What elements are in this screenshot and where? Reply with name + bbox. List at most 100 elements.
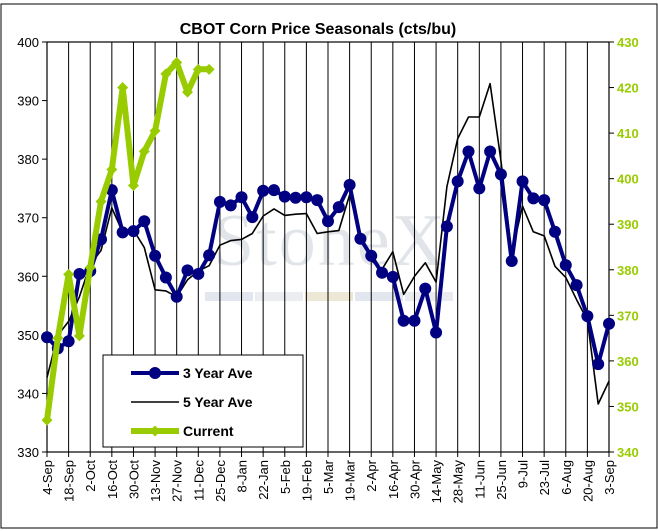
plot-area: StoneX3303403503603703803904003403503603… — [17, 35, 638, 503]
x-tick-label: 11-Jun — [472, 460, 487, 499]
watermark-band — [255, 292, 303, 301]
x-tick-label: 11-Dec — [191, 460, 206, 501]
series-point-current — [160, 68, 172, 80]
series-point-current — [182, 86, 193, 98]
series-point-current — [138, 145, 150, 157]
y2-tick-label: 400 — [617, 172, 639, 187]
series-point-3-year-ave — [311, 194, 324, 207]
x-tick-label: 8-Jan — [235, 460, 250, 493]
series-point-3-year-ave — [538, 194, 551, 207]
y2-tick-label: 390 — [617, 217, 639, 232]
y-tick-label: 380 — [17, 152, 39, 167]
series-point-3-year-ave — [473, 182, 486, 195]
y2-tick-label: 420 — [617, 81, 639, 96]
series-point-3-year-ave — [267, 184, 280, 197]
chart-outer-border — [0, 3, 658, 529]
y-tick-label: 330 — [17, 445, 39, 460]
series-point-3-year-ave — [386, 270, 399, 283]
y2-tick-label: 410 — [617, 126, 639, 141]
series-point-3-year-ave — [603, 317, 615, 330]
series-point-current — [127, 180, 139, 191]
y-tick-label: 370 — [17, 211, 39, 226]
y2-tick-label: 350 — [617, 399, 639, 414]
series-point-3-year-ave — [505, 255, 518, 268]
series-point-current — [203, 63, 215, 75]
series-point-current — [41, 414, 53, 426]
legend-swatch-marker-current — [149, 425, 161, 437]
legend-label-current: Current — [183, 423, 234, 439]
x-tick-label: 28-May — [451, 460, 466, 504]
series-point-current — [95, 195, 107, 207]
x-tick-label: 9-Jul — [516, 460, 531, 488]
watermark-band — [355, 292, 403, 301]
series-point-3-year-ave — [213, 195, 226, 208]
x-tick-label: 5-Mar — [321, 459, 336, 494]
series-point-3-year-ave — [159, 271, 172, 284]
x-tick-label: 25-Dec — [213, 460, 228, 502]
series-point-3-year-ave — [138, 215, 151, 228]
x-tick-label: 22-Jan — [256, 460, 271, 500]
series-point-3-year-ave — [149, 249, 162, 262]
series-point-3-year-ave — [559, 259, 572, 272]
y2-tick-label: 360 — [617, 354, 639, 369]
x-tick-label: 19-Mar — [343, 459, 358, 501]
series-point-3-year-ave — [494, 168, 507, 181]
series-point-3-year-ave — [527, 192, 540, 205]
x-tick-label: 3-Sep — [602, 460, 617, 495]
x-tick-label: 2-Oct — [83, 460, 98, 492]
series-point-3-year-ave — [289, 191, 302, 204]
series-point-3-year-ave — [116, 226, 129, 239]
series-point-3-year-ave — [592, 358, 605, 371]
x-tick-label: 16-Apr — [386, 459, 401, 499]
x-tick-label: 2-Apr — [364, 459, 379, 491]
series-point-current — [117, 82, 129, 94]
series-point-3-year-ave — [246, 211, 259, 224]
x-tick-label: 25-Jun — [494, 460, 509, 500]
y-tick-label: 400 — [17, 35, 39, 50]
series-point-3-year-ave — [62, 335, 75, 348]
series-point-current — [63, 268, 75, 280]
series-point-3-year-ave — [397, 314, 410, 327]
legend-label-3-year-ave: 3 Year Ave — [183, 365, 253, 381]
series-point-3-year-ave — [430, 326, 443, 339]
series-point-3-year-ave — [581, 310, 594, 323]
y-tick-label: 340 — [17, 386, 39, 401]
series-point-3-year-ave — [278, 190, 291, 203]
legend-swatch-marker-3-year-ave — [149, 367, 161, 379]
series-point-3-year-ave — [203, 249, 216, 262]
x-tick-label: 14-May — [429, 460, 444, 504]
series-point-3-year-ave — [322, 215, 334, 228]
series-point-3-year-ave — [484, 145, 497, 158]
x-tick-label: 16-Oct — [105, 460, 120, 499]
series-point-3-year-ave — [235, 191, 248, 204]
x-tick-label: 30-Apr — [407, 459, 422, 499]
x-tick-label: 5-Feb — [278, 460, 293, 494]
series-point-3-year-ave — [332, 201, 345, 214]
series-point-3-year-ave — [462, 145, 475, 158]
series-point-3-year-ave — [127, 225, 140, 238]
series-point-3-year-ave — [419, 282, 432, 295]
y-tick-label: 350 — [17, 328, 39, 343]
series-point-3-year-ave — [408, 314, 421, 327]
x-tick-label: 30-Oct — [126, 460, 141, 499]
series-point-3-year-ave — [376, 266, 389, 279]
x-tick-label: 6-Aug — [559, 460, 574, 495]
series-point-current — [52, 332, 64, 344]
series-point-current — [106, 164, 118, 176]
series-point-3-year-ave — [570, 279, 583, 292]
watermark-band — [205, 292, 253, 301]
series-point-3-year-ave — [300, 191, 313, 204]
legend-label-5-year-ave: 5 Year Ave — [183, 394, 253, 410]
x-tick-label: 19-Feb — [299, 460, 314, 501]
series-point-3-year-ave — [343, 178, 356, 191]
y2-tick-label: 370 — [617, 308, 639, 323]
series-point-current — [149, 125, 161, 137]
series-point-current — [192, 63, 204, 75]
x-tick-label: 23-Jul — [537, 460, 552, 496]
chart-title: CBOT Corn Price Seasonals (cts/bu) — [180, 21, 457, 38]
series-point-3-year-ave — [451, 175, 464, 188]
x-tick-label: 13-Nov — [148, 460, 163, 502]
series-point-3-year-ave — [73, 267, 86, 280]
